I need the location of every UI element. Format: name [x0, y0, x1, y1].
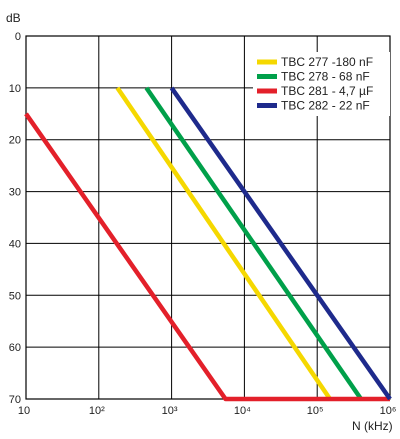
legend-label: TBC 281 - 4,7 µF [281, 84, 373, 98]
x-tick-label: 10 [18, 405, 30, 417]
x-tick-label: 10⁶ [380, 405, 397, 417]
y-tick-label: 30 [9, 187, 21, 199]
legend-label: TBC 277 -180 nF [281, 55, 373, 69]
y-tick-label: 70 [9, 394, 21, 406]
x-axis-label: N (kHz) [352, 419, 393, 433]
y-tick-label: 0 [15, 31, 21, 43]
tick-labels: 10 10² 10³ 10⁴ 10⁵ 10⁶ 0 10 20 30 40 50 60 70 [9, 31, 397, 417]
plot-frame [25, 35, 391, 400]
series-line-1 [115, 86, 332, 401]
legend-label: TBC 282 - 22 nF [281, 99, 370, 113]
x-tick-label: 10⁵ [307, 405, 324, 417]
series-line-3 [24, 112, 390, 402]
y-tick-label: 50 [9, 290, 21, 302]
x-tick-label: 10⁴ [234, 405, 251, 417]
x-tick-label: 10³ [162, 405, 178, 417]
series-lines [24, 86, 392, 402]
legend-label: TBC 278 - 68 nF [281, 70, 370, 84]
series-line-4 [169, 86, 392, 401]
y-tick-label: 40 [9, 238, 21, 250]
x-tick-label: 10² [89, 405, 105, 417]
series-line-2 [144, 86, 363, 401]
y-tick-label: 60 [9, 342, 21, 354]
y-axis-label: dB [6, 11, 21, 25]
y-tick-label: 20 [9, 135, 21, 147]
y-tick-label: 10 [9, 83, 21, 95]
